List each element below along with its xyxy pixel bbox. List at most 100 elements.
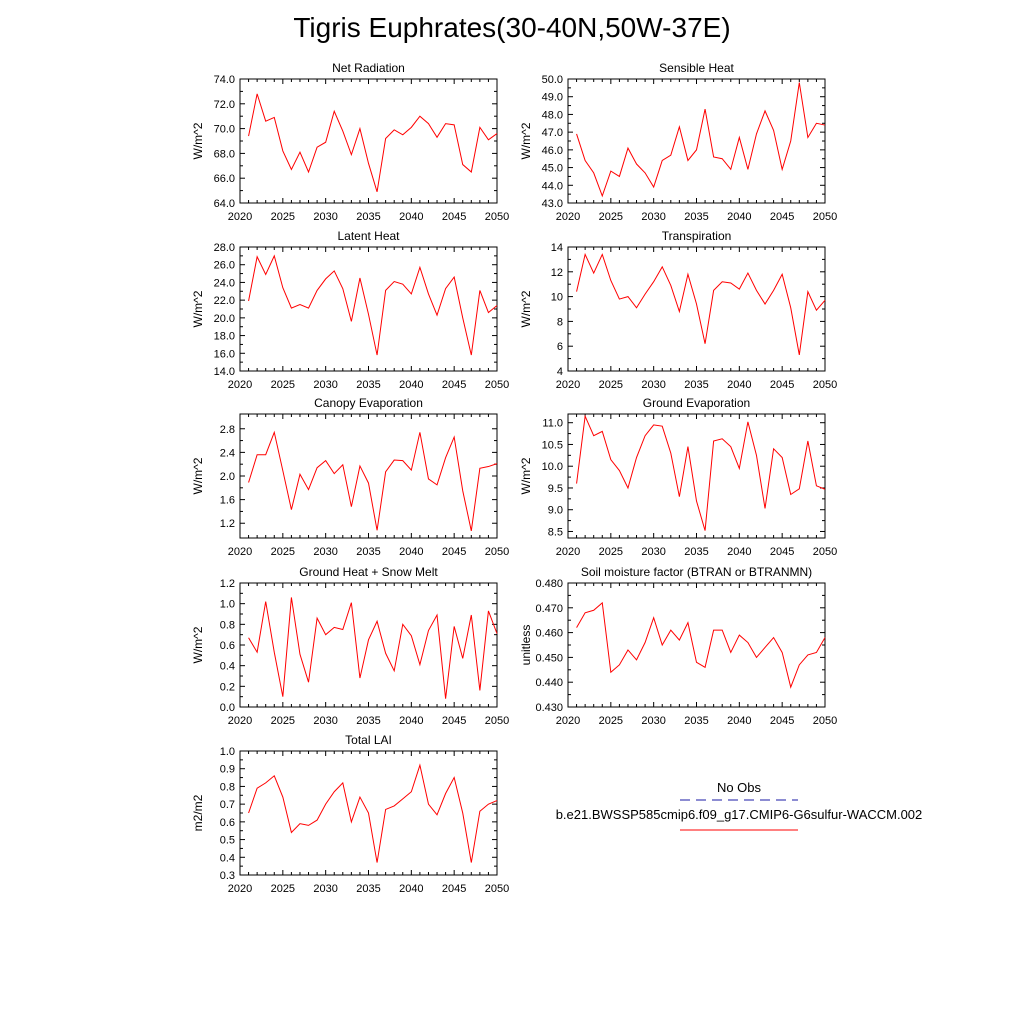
ground-heat-snow-melt-ytick-label: 0.4	[220, 661, 235, 673]
ground-heat-snow-melt-xtick-label: 2050	[485, 715, 509, 727]
latent-heat-ytick-label: 22.0	[214, 295, 235, 307]
latent-heat-ytick-label: 26.0	[214, 260, 235, 272]
ground-evaporation-ytick-label: 9.0	[548, 505, 563, 517]
latent-heat-xtick-label: 2035	[356, 379, 380, 391]
sensible-heat-xtick-label: 2030	[641, 211, 665, 223]
soil-moisture-factor-btran-or-btranmn-ytick-label: 0.450	[535, 652, 563, 664]
total-lai-ytick-label: 0.3	[220, 870, 235, 882]
soil-moisture-factor-btran-or-btranmn-ytick-label: 0.440	[535, 677, 563, 689]
total-lai-ylabel: m2/m2	[191, 794, 205, 831]
latent-heat-ytick-label: 16.0	[214, 348, 235, 360]
canopy-evaporation-ytick-label: 1.6	[220, 495, 235, 507]
transpiration-xtick-label: 2045	[770, 379, 794, 391]
canopy-evaporation-xtick-label: 2035	[356, 546, 380, 558]
soil-moisture-factor-btran-or-btranmn-ytick-label: 0.430	[535, 702, 563, 714]
soil-moisture-factor-btran-or-btranmn-ytick-label: 0.470	[535, 603, 563, 615]
canopy-evaporation-xtick-label: 2020	[228, 546, 252, 558]
canopy-evaporation-ytick-label: 2.4	[220, 447, 235, 459]
transpiration-xtick-label: 2050	[813, 379, 837, 391]
ground-heat-snow-melt-xtick-label: 2045	[442, 715, 466, 727]
ground-evaporation-ytick-label: 9.5	[548, 483, 563, 495]
ground-heat-snow-melt-xtick-label: 2040	[399, 715, 423, 727]
soil-moisture-factor-btran-or-btranmn-xtick-label: 2025	[599, 715, 623, 727]
soil-moisture-factor-btran-or-btranmn-series-line	[576, 601, 826, 689]
ground-evaporation-xtick-label: 2040	[727, 546, 751, 558]
ground-evaporation-xtick-label: 2020	[556, 546, 580, 558]
sensible-heat-xtick-label: 2035	[684, 211, 708, 223]
ground-evaporation-series-line	[576, 414, 826, 531]
soil-moisture-factor-btran-or-btranmn-xtick-label: 2035	[684, 715, 708, 727]
ground-evaporation-xtick-label: 2045	[770, 546, 794, 558]
transpiration-ytick-label: 10	[551, 292, 563, 304]
canopy-evaporation-xtick-label: 2040	[399, 546, 423, 558]
latent-heat-plot-frame	[239, 246, 498, 372]
soil-moisture-factor-btran-or-btranmn-title: Soil moisture factor (BTRAN or BTRANMN)	[581, 565, 812, 579]
ground-heat-snow-melt-title: Ground Heat + Snow Melt	[299, 565, 438, 579]
latent-heat-ytick-label: 24.0	[214, 277, 235, 289]
sensible-heat-xtick-label: 2045	[770, 211, 794, 223]
page-title: Tigris Euphrates(30-40N,50W-37E)	[293, 12, 731, 43]
latent-heat-ytick-label: 20.0	[214, 313, 235, 325]
net-radiation-xtick-label: 2045	[442, 211, 466, 223]
ground-evaporation-xtick-label: 2035	[684, 546, 708, 558]
sensible-heat-ytick-label: 44.0	[542, 180, 563, 192]
transpiration-ytick-label: 12	[551, 267, 563, 279]
total-lai-xtick-label: 2035	[356, 883, 380, 895]
net-radiation-ytick-label: 74.0	[214, 74, 235, 86]
soil-moisture-factor-btran-or-btranmn-xtick-label: 2030	[641, 715, 665, 727]
transpiration-xtick-label: 2035	[684, 379, 708, 391]
legend-obs-label: No Obs	[717, 780, 762, 795]
latent-heat-xtick-label: 2030	[313, 379, 337, 391]
net-radiation-panel: Net Radiation W/m^2 2020 2025 2030 2035 2040 20…	[191, 61, 509, 223]
transpiration-ytick-label: 4	[557, 366, 563, 378]
canopy-evaporation-series-line	[248, 430, 498, 532]
latent-heat-xtick-label: 2020	[228, 379, 252, 391]
canopy-evaporation-title: Canopy Evaporation	[314, 396, 423, 410]
total-lai-xtick-label: 2040	[399, 883, 423, 895]
latent-heat-xtick-label: 2050	[485, 379, 509, 391]
legend: No Obs b.e21.BWSSP585cmip6.f09_g17.CMIP6-…	[556, 780, 923, 831]
ground-evaporation-ytick-label: 10.0	[542, 461, 563, 473]
sensible-heat-xtick-label: 2040	[727, 211, 751, 223]
latent-heat-ytick-label: 18.0	[214, 331, 235, 343]
transpiration-ytick-label: 14	[551, 242, 563, 254]
latent-heat-ytick-label: 14.0	[214, 366, 235, 378]
total-lai-ytick-label: 0.6	[220, 817, 235, 829]
transpiration-ytick-label: 6	[557, 341, 563, 353]
transpiration-xtick-label: 2025	[599, 379, 623, 391]
legend-model-label: b.e21.BWSSP585cmip6.f09_g17.CMIP6-G6sulf…	[556, 807, 923, 822]
latent-heat-xtick-label: 2040	[399, 379, 423, 391]
sensible-heat-panel: Sensible Heat W/m^2 2020 2025 2030 2035 2040 20…	[519, 61, 837, 223]
ground-evaporation-xtick-label: 2025	[599, 546, 623, 558]
ground-heat-snow-melt-panel: Ground Heat + Snow Melt W/m^2 2020 2025 2030…	[191, 565, 509, 727]
net-radiation-xtick-label: 2030	[313, 211, 337, 223]
transpiration-plot-frame	[567, 246, 826, 372]
net-radiation-ytick-label: 70.0	[214, 124, 235, 136]
soil-moisture-factor-btran-or-btranmn-panel: Soil moisture factor (BTRAN or BTRANMN) u…	[519, 565, 837, 727]
transpiration-title: Transpiration	[662, 229, 732, 243]
canopy-evaporation-xtick-label: 2050	[485, 546, 509, 558]
total-lai-panel: Total LAI m2/m2 2020 2025 2030 2035 2040 2045 20…	[191, 733, 509, 895]
ground-evaporation-panel: Ground Evaporation W/m^2 2020 2025 2030 2035 2…	[519, 396, 837, 558]
ground-evaporation-ytick-label: 11.0	[542, 418, 563, 430]
ground-heat-snow-melt-ytick-label: 0.8	[220, 619, 235, 631]
ground-evaporation-xtick-label: 2050	[813, 546, 837, 558]
canopy-evaporation-xtick-label: 2025	[271, 546, 295, 558]
ground-evaporation-ytick-label: 8.5	[548, 526, 563, 538]
net-radiation-title: Net Radiation	[332, 61, 405, 75]
canopy-evaporation-panel: Canopy Evaporation W/m^2 2020 2025 2030 2035 2…	[191, 396, 509, 558]
soil-moisture-factor-btran-or-btranmn-xtick-label: 2050	[813, 715, 837, 727]
latent-heat-panel: Latent Heat W/m^2 2020 2025 2030 2035 2040 2045…	[191, 229, 509, 391]
transpiration-xtick-label: 2040	[727, 379, 751, 391]
net-radiation-xtick-label: 2050	[485, 211, 509, 223]
sensible-heat-xtick-label: 2025	[599, 211, 623, 223]
total-lai-ytick-label: 0.5	[220, 835, 235, 847]
latent-heat-xtick-label: 2045	[442, 379, 466, 391]
total-lai-ytick-label: 0.4	[220, 852, 235, 864]
sensible-heat-ytick-label: 49.0	[542, 92, 563, 104]
ground-heat-snow-melt-xtick-label: 2020	[228, 715, 252, 727]
total-lai-xtick-label: 2030	[313, 883, 337, 895]
total-lai-xtick-label: 2045	[442, 883, 466, 895]
sensible-heat-ytick-label: 50.0	[542, 74, 563, 86]
